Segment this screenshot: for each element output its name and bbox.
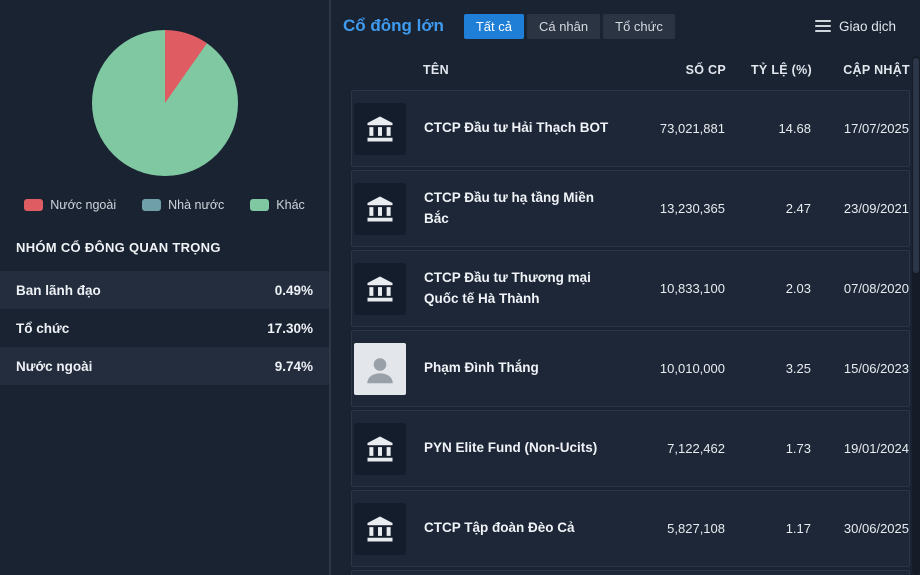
shareholder-table: CTCP Đầu tư Hải Thạch BOT 73,021,881 14.… (331, 90, 910, 575)
ownership-summary-panel: Nước ngoài Nhà nước Khác NHÓM CỔ ĐÔNG QU… (0, 0, 331, 575)
table-row[interactable] (351, 570, 910, 575)
shares-count: 5,827,108 (667, 521, 725, 536)
bank-icon (367, 116, 393, 141)
table-header: TÊN SỐ CP TỶ LỆ (%) CẬP NHẬT (351, 54, 910, 86)
tab-all[interactable]: Tất cả (463, 13, 524, 39)
ownership-ratio: 2.47 (785, 201, 811, 216)
group-value: 0.49% (274, 282, 313, 298)
shareholder-avatar (354, 502, 406, 555)
ownership-ratio: 1.17 (785, 521, 811, 536)
table-row[interactable]: CTCP Đầu tư hạ tầng Miền Bắc 13,230,365 … (351, 170, 910, 247)
updated-date: 07/08/2020 (843, 281, 909, 296)
updated-date: 30/06/2025 (843, 521, 909, 536)
shareholder-avatar (354, 102, 406, 155)
ownership-pie-chart (91, 30, 238, 176)
transactions-label: Giao dịch (838, 18, 896, 34)
group-row-organization: Tổ chức 17.30% (0, 309, 329, 347)
bank-icon (367, 196, 393, 221)
menu-icon (814, 20, 831, 32)
page-title: Cổ đông lớn (343, 16, 444, 35)
shares-count: 7,122,462 (667, 441, 725, 456)
shares-count: 13,230,365 (659, 201, 725, 216)
col-header-name[interactable]: TÊN (423, 63, 449, 77)
bank-icon (367, 276, 393, 301)
bank-icon (367, 436, 393, 461)
updated-date: 23/09/2021 (843, 201, 909, 216)
group-row-foreign: Nước ngoài 9.74% (0, 347, 329, 385)
tab-organization[interactable]: Tổ chức (603, 13, 675, 39)
group-value: 17.30% (267, 320, 313, 336)
shareholder-avatar (354, 262, 406, 315)
shares-count: 10,010,000 (659, 361, 725, 376)
shareholder-name: Phạm Đình Thắng (424, 360, 539, 376)
col-header-ratio[interactable]: TỶ LỆ (%) (750, 63, 812, 77)
panel-header: Cổ đông lớn Tất cả Cá nhân Tổ chức Giao … (331, 12, 920, 40)
shares-count: 73,021,881 (659, 121, 725, 136)
legend-item-other[interactable]: Khác (250, 198, 305, 212)
shareholder-name: CTCP Tập đoàn Đèo Cả (424, 520, 575, 536)
shareholder-groups-title: NHÓM CỔ ĐÔNG QUAN TRỌNG (16, 240, 221, 255)
shareholder-name: PYN Elite Fund (Non-Ucits) (424, 440, 598, 456)
scrollbar-thumb[interactable] (913, 58, 919, 273)
legend-label: Nước ngoài (50, 198, 117, 212)
group-label: Tổ chức (16, 320, 70, 336)
tab-individual[interactable]: Cá nhân (526, 13, 601, 39)
shareholder-avatar (354, 342, 406, 395)
major-shareholders-panel: Cổ đông lớn Tất cả Cá nhân Tổ chức Giao … (331, 0, 920, 575)
legend-swatch-other (250, 199, 270, 211)
shareholder-name: CTCP Đầu tư hạ tầng Miền Bắc (424, 190, 595, 226)
group-label: Nước ngoài (16, 358, 93, 374)
table-row[interactable]: CTCP Đầu tư Thương mại Quốc tế Hà Thành … (351, 250, 910, 327)
legend-swatch-foreign (24, 199, 44, 211)
col-header-updated[interactable]: CẬP NHẬT (843, 63, 910, 77)
shareholder-name: CTCP Đầu tư Hải Thạch BOT (424, 120, 609, 136)
ownership-ratio: 3.25 (785, 361, 811, 376)
pie-chart-container (0, 30, 329, 176)
ownership-ratio: 1.73 (785, 441, 811, 456)
legend-label: Khác (276, 198, 305, 212)
group-row-management: Ban lãnh đạo 0.49% (0, 271, 329, 309)
ownership-ratio: 14.68 (778, 121, 811, 136)
group-value: 9.74% (274, 358, 313, 374)
shareholder-avatar (354, 182, 406, 235)
bank-icon (367, 516, 393, 541)
pie-legend: Nước ngoài Nhà nước Khác (0, 198, 329, 212)
ownership-ratio: 2.03 (785, 281, 811, 296)
table-row[interactable]: PYN Elite Fund (Non-Ucits) 7,122,462 1.7… (351, 410, 910, 487)
transactions-button[interactable]: Giao dịch (814, 18, 896, 34)
legend-label: Nhà nước (168, 198, 225, 212)
updated-date: 15/06/2023 (843, 361, 909, 376)
vertical-scrollbar[interactable] (912, 56, 920, 575)
table-row[interactable]: CTCP Tập đoàn Đèo Cả 5,827,108 1.17 30/0… (351, 490, 910, 567)
table-row[interactable]: CTCP Đầu tư Hải Thạch BOT 73,021,881 14.… (351, 90, 910, 167)
shareholder-groups-list: Ban lãnh đạo 0.49% Tổ chức 17.30% Nước n… (0, 271, 329, 385)
legend-swatch-state (142, 199, 162, 211)
table-row[interactable]: Phạm Đình Thắng 10,010,000 3.25 15/06/20… (351, 330, 910, 407)
updated-date: 17/07/2025 (843, 121, 909, 136)
person-icon (367, 357, 393, 383)
shareholder-name: CTCP Đầu tư Thương mại Quốc tế Hà Thành (424, 270, 591, 306)
updated-date: 19/01/2024 (843, 441, 909, 456)
shareholder-avatar (354, 422, 406, 475)
col-header-shares[interactable]: SỐ CP (685, 63, 726, 77)
legend-item-foreign[interactable]: Nước ngoài (24, 198, 116, 212)
legend-item-state[interactable]: Nhà nước (142, 198, 224, 212)
shares-count: 10,833,100 (659, 281, 725, 296)
group-label: Ban lãnh đạo (16, 282, 101, 298)
filter-tabs: Tất cả Cá nhân Tổ chức (463, 13, 675, 39)
